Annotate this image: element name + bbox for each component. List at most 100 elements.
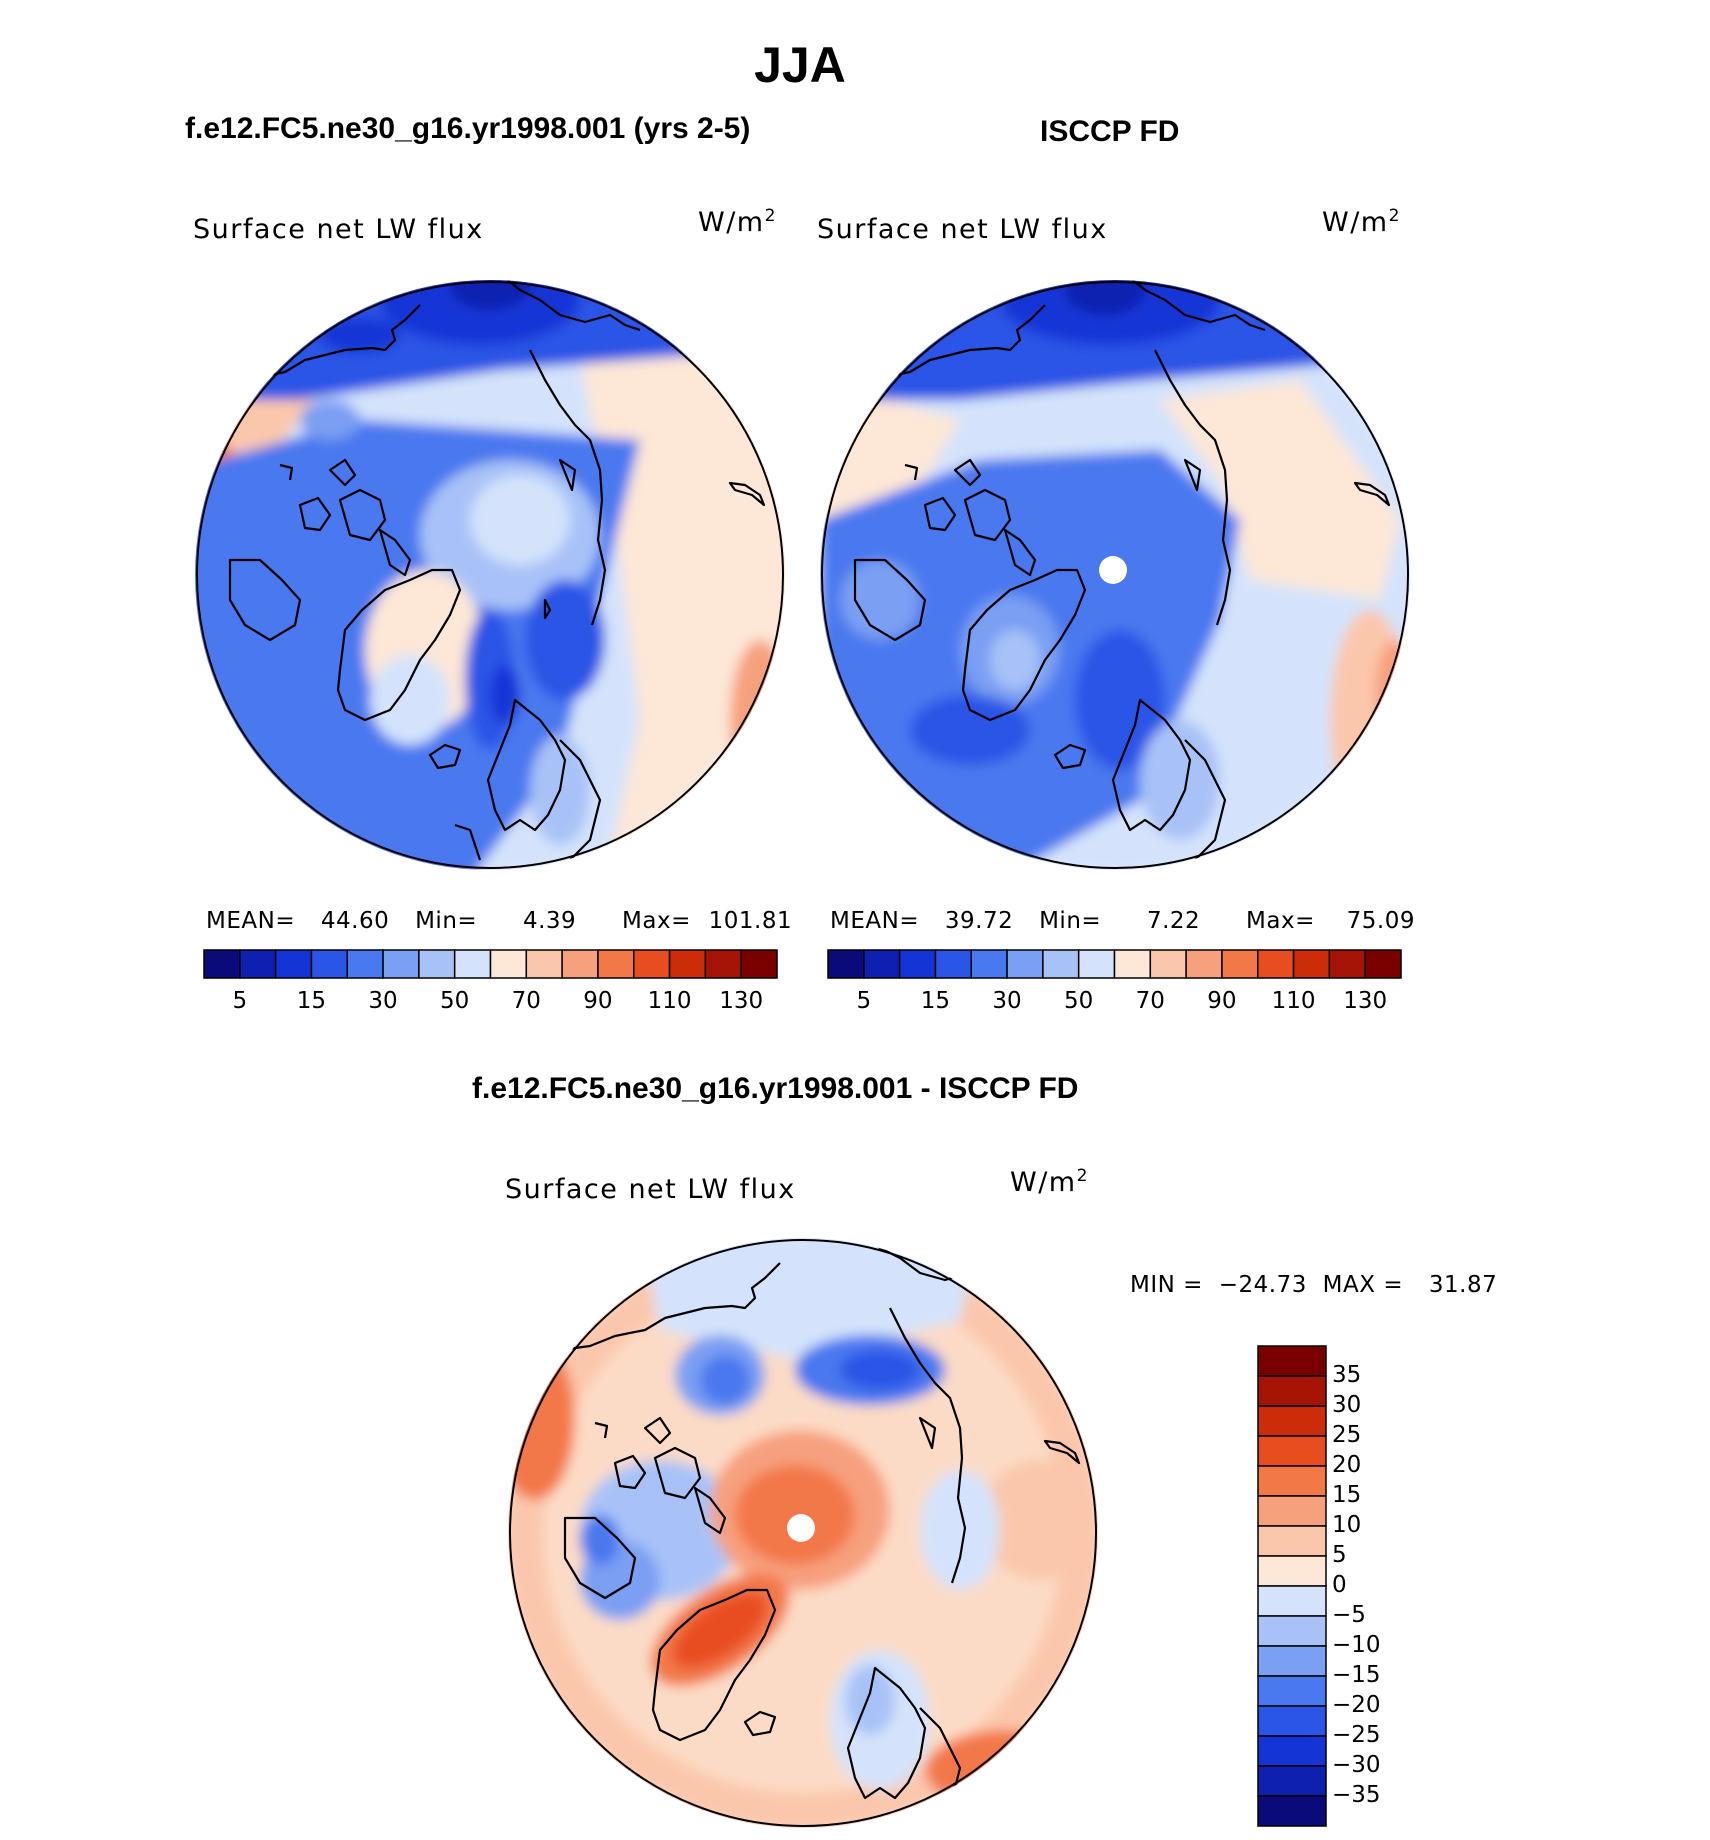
colorbar-tick-label: −10 (1332, 1632, 1381, 1658)
colorbar-swatch (970, 949, 1008, 979)
colorbar-tick-label: −25 (1332, 1722, 1381, 1748)
colorbar-tick-label: 30 (992, 988, 1022, 1014)
panel-2-min-label: Min= (1039, 908, 1102, 934)
panel-1-mean-value: 44.60 (320, 908, 390, 934)
colorbar-swatch (418, 949, 456, 979)
colorbar-tick-label: 30 (368, 988, 398, 1014)
colorbar-swatch (1364, 949, 1402, 979)
colorbar-swatch (1257, 1615, 1327, 1647)
colorbar-swatch (1006, 949, 1044, 979)
colorbar-swatch (1292, 949, 1331, 979)
panel-1-colorbar (203, 949, 778, 979)
colorbar-swatch (1221, 949, 1259, 979)
colorbar-swatch (1257, 1495, 1327, 1527)
panel-2-map (820, 280, 1410, 870)
colorbar-swatch (1257, 1375, 1327, 1407)
colorbar-tick-label: 25 (1332, 1422, 1362, 1448)
colorbar-swatch (1257, 1345, 1327, 1377)
colorbar-tick-label: 90 (583, 988, 613, 1014)
colorbar-swatch (561, 949, 599, 979)
colorbar-tick-label: 70 (1135, 988, 1165, 1014)
colorbar-tick-label: 20 (1332, 1452, 1362, 1478)
colorbar-tick-label: −30 (1332, 1752, 1381, 1778)
colorbar-swatch (597, 949, 635, 979)
colorbar-swatch (1257, 1765, 1327, 1797)
panel-2-min-value: 7.22 (1146, 908, 1201, 934)
panel-3-title: f.e12.FC5.ne30_g16.yr1998.001 - ISCCP FD (472, 1072, 1079, 1105)
colorbar-tick-label: −35 (1332, 1782, 1381, 1808)
panel-3-units: W/m2 (1010, 1166, 1089, 1198)
panel-1-min-value: 4.39 (522, 908, 577, 934)
colorbar-swatch (934, 949, 972, 979)
colorbar-swatch (1257, 1795, 1327, 1827)
panel-2-units: W/m2 (1322, 206, 1401, 238)
colorbar-swatch (203, 949, 241, 979)
panel-1-map (195, 280, 785, 870)
colorbar-tick-label: 5 (1332, 1542, 1347, 1568)
panel-3-map (508, 1238, 1098, 1828)
panel-1-max-value: 101.81 (708, 908, 793, 934)
colorbar-swatch (1257, 1435, 1327, 1467)
colorbar-swatch (1257, 1705, 1327, 1737)
panel-3-min-value: −24.73 (1218, 1272, 1307, 1298)
colorbar-swatch (898, 949, 937, 979)
colorbar-swatch (1257, 1675, 1327, 1707)
colorbar-swatch (382, 949, 420, 979)
panel-1-max-label: Max= (622, 908, 691, 934)
panel-3-min-label: MIN = (1130, 1272, 1203, 1298)
colorbar-tick-label: 90 (1207, 988, 1237, 1014)
colorbar-tick-label: 130 (1343, 988, 1388, 1014)
colorbar-swatch (239, 949, 277, 979)
colorbar-tick-label: 110 (647, 988, 692, 1014)
colorbar-swatch (1042, 949, 1080, 979)
colorbar-tick-label: 70 (511, 988, 541, 1014)
panel-3-variable-label: Surface net LW flux (505, 1174, 796, 1205)
panel-1-mean-label: MEAN= (206, 908, 296, 934)
figure-title: JJA (754, 37, 846, 93)
colorbar-swatch (274, 949, 313, 979)
colorbar-swatch (1257, 1555, 1327, 1587)
colorbar-swatch (827, 949, 865, 979)
colorbar-tick-label: 110 (1271, 988, 1316, 1014)
colorbar-swatch (863, 949, 901, 979)
panel-1-variable-label: Surface net LW flux (193, 214, 484, 245)
colorbar-swatch (668, 949, 707, 979)
colorbar-tick-label: 130 (719, 988, 764, 1014)
colorbar-swatch (1113, 949, 1152, 979)
colorbar-swatch (1328, 949, 1366, 979)
panel-1-min-label: Min= (415, 908, 478, 934)
colorbar-swatch (1257, 1405, 1327, 1437)
colorbar-swatch (489, 949, 528, 979)
panel-3-colorbar (1257, 1345, 1327, 1827)
panel-3-max-value: 31.87 (1428, 1272, 1498, 1298)
colorbar-swatch (1185, 949, 1223, 979)
panel-2-mean-value: 39.72 (944, 908, 1014, 934)
colorbar-swatch (1257, 1645, 1327, 1677)
colorbar-tick-label: 10 (1332, 1512, 1362, 1538)
colorbar-tick-label: 15 (920, 988, 951, 1014)
panel-1-units: W/m2 (698, 206, 777, 238)
colorbar-swatch (525, 949, 563, 979)
panel-2-colorbar (827, 949, 1402, 979)
panel-2-title: ISCCP FD (1040, 115, 1180, 148)
panel-3-max-label: MAX = (1322, 1272, 1404, 1298)
panel-2-max-value: 75.09 (1346, 908, 1416, 934)
panel-2-variable-label: Surface net LW flux (817, 214, 1108, 245)
colorbar-tick-label: −5 (1332, 1602, 1366, 1628)
colorbar-tick-label: 35 (1332, 1362, 1362, 1388)
colorbar-swatch (1257, 1525, 1327, 1557)
colorbar-swatch (704, 949, 742, 979)
colorbar-tick-label: 15 (296, 988, 327, 1014)
colorbar-tick-label: 5 (232, 988, 248, 1014)
colorbar-swatch (310, 949, 348, 979)
colorbar-tick-label: 30 (1332, 1392, 1362, 1418)
colorbar-tick-label: 50 (440, 988, 470, 1014)
colorbar-tick-label: 15 (1332, 1482, 1362, 1508)
panel-2-mean-label: MEAN= (830, 908, 920, 934)
colorbar-swatch (1077, 949, 1116, 979)
colorbar-swatch (346, 949, 384, 979)
colorbar-tick-label: 0 (1332, 1572, 1347, 1598)
colorbar-tick-label: 5 (856, 988, 872, 1014)
colorbar-swatch (1257, 1735, 1327, 1767)
